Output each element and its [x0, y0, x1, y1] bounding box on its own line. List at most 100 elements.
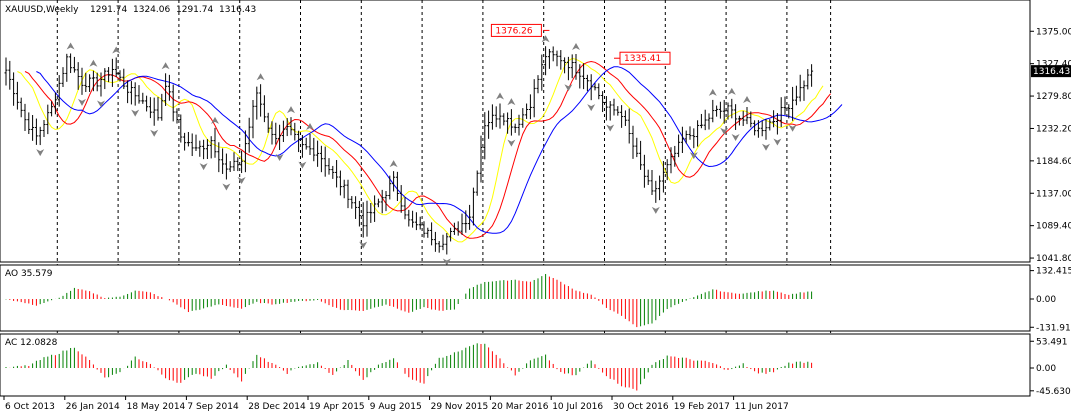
price-bar: [449, 227, 453, 242]
ac-pane[interactable]: [0, 333, 1031, 397]
price-bar: [300, 135, 304, 158]
price-bar: [133, 82, 137, 106]
price-bar: [699, 113, 703, 129]
price-bar: [452, 222, 456, 235]
price-bar: [145, 95, 149, 112]
time-tick-label: 10 Jul 2016: [552, 402, 603, 412]
price-bar: [186, 131, 190, 147]
price-bar: [753, 120, 757, 136]
price-bar: [38, 126, 42, 146]
price-bar: [718, 101, 722, 119]
price-bar: [646, 169, 650, 185]
price-bar: [126, 80, 130, 104]
ac-tick-label: -45.6303: [1036, 387, 1071, 397]
price-bar: [460, 213, 464, 235]
price-bar: [566, 56, 570, 81]
price-bar: [684, 130, 688, 144]
price-bar: [669, 147, 673, 174]
price-bar: [42, 120, 46, 137]
price-bar: [703, 109, 707, 131]
price-bar: [661, 161, 665, 193]
time-tick-label: 11 Jun 2017: [735, 402, 789, 412]
price-bar: [129, 81, 133, 105]
price-bar: [528, 94, 532, 120]
price-bar: [471, 187, 475, 226]
price-bar: [426, 227, 430, 238]
price-bar: [749, 111, 753, 128]
price-bar: [407, 209, 411, 227]
price-bar: [152, 97, 156, 126]
price-bar: [494, 106, 498, 128]
price-bar: [350, 196, 354, 209]
price-bar: [327, 158, 331, 175]
price-bar: [730, 98, 734, 119]
chart-title: XAUUSD,Weekly: [5, 5, 79, 15]
price-bar: [278, 124, 282, 150]
price-bar: [148, 97, 152, 119]
fractal-up-icon: [507, 98, 516, 106]
price-bar: [380, 189, 384, 214]
time-tick-label: 9 Aug 2015: [370, 402, 422, 412]
fractal-down-icon: [564, 84, 573, 92]
price-bar: [15, 81, 19, 110]
last-price-label: 1316.43: [1033, 67, 1070, 77]
time-tick-label: 7 Sep 2014: [187, 402, 239, 412]
price-bar: [726, 102, 730, 120]
price-tick-label: 1041.80: [1036, 254, 1071, 264]
price-bar: [388, 175, 392, 200]
price-bar: [589, 74, 593, 101]
price-bar: [251, 99, 255, 139]
price-bar: [445, 232, 449, 255]
fractal-up-icon: [572, 42, 580, 50]
price-bar: [783, 96, 787, 115]
ohlc-close: 1316.43: [219, 5, 256, 15]
ac-label: AC 12.0828: [5, 338, 58, 348]
price-bar: [433, 231, 437, 252]
price-bar: [601, 91, 605, 113]
price-bar: [608, 101, 612, 121]
price-bar: [479, 135, 483, 183]
ao-tick-label: 0.00: [1036, 295, 1056, 305]
price-bar: [654, 180, 658, 203]
price-bar: [297, 130, 301, 153]
price-bar: [167, 74, 171, 101]
fractal-down-icon: [762, 143, 770, 151]
price-bar: [810, 64, 814, 87]
price-bar: [274, 122, 278, 145]
price-bar: [623, 110, 627, 126]
price-bar: [266, 112, 270, 133]
price-bar: [430, 222, 434, 246]
price-bar: [160, 93, 164, 121]
price-bar: [4, 57, 8, 86]
ao-tick-label: -131.914: [1036, 323, 1071, 333]
price-bar: [69, 53, 73, 74]
price-bar: [715, 105, 719, 117]
price-bar: [61, 67, 65, 88]
price-bar: [308, 134, 312, 155]
price-bar: [570, 54, 574, 79]
price-bar: [559, 50, 563, 70]
price-bar: [642, 154, 646, 188]
price-bar: [354, 196, 358, 219]
price-bar: [722, 99, 726, 124]
price-bar: [532, 79, 536, 118]
fractal-down-icon: [199, 163, 208, 171]
price-bar: [228, 161, 232, 172]
price-bar: [582, 63, 586, 90]
fractal-up-icon: [389, 160, 398, 168]
price-bar: [616, 106, 620, 116]
fractal-down-icon: [606, 124, 615, 132]
price-bar: [365, 200, 369, 237]
price-bar: [392, 171, 396, 192]
price-bar: [122, 68, 126, 89]
price-bar: [80, 67, 84, 95]
fractal-down-icon: [773, 138, 782, 146]
price-bar: [597, 83, 601, 100]
fractal-down-icon: [359, 241, 368, 249]
price-bar: [563, 57, 567, 74]
price-bar: [357, 200, 361, 227]
fractal-up-icon: [306, 123, 314, 131]
price-bar: [650, 170, 654, 195]
